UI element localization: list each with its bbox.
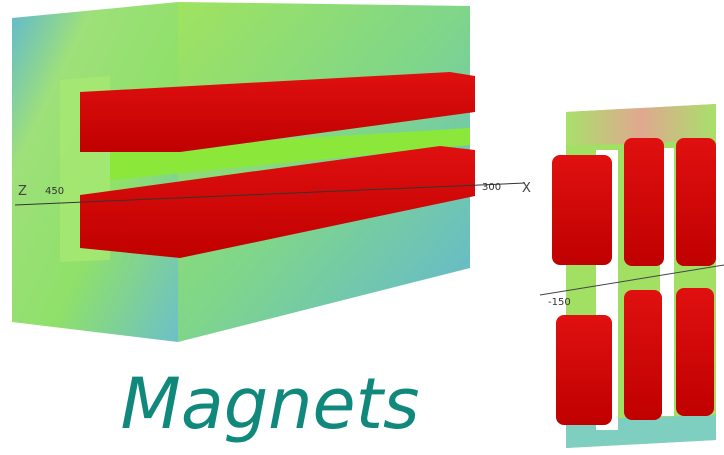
axis-line	[539, 264, 724, 296]
coil-upper	[80, 72, 475, 152]
right-render: -150	[539, 104, 724, 448]
axis-label: 450	[45, 186, 64, 197]
coil	[556, 315, 612, 425]
frame-top	[566, 104, 716, 146]
pole-face	[110, 128, 470, 180]
axis-label: Z	[18, 184, 27, 199]
caption: Magnets	[120, 363, 419, 445]
coil	[624, 138, 664, 266]
axis-label: X	[522, 181, 531, 196]
axis-label: 300	[482, 182, 501, 193]
coil	[624, 290, 662, 420]
axis-label: -150	[548, 297, 571, 308]
coil	[676, 138, 716, 266]
left-render: Z 450 300 X	[12, 2, 531, 342]
axis-line	[14, 182, 526, 206]
coil-lower	[80, 146, 475, 258]
coil	[676, 288, 714, 416]
coil	[552, 155, 612, 265]
